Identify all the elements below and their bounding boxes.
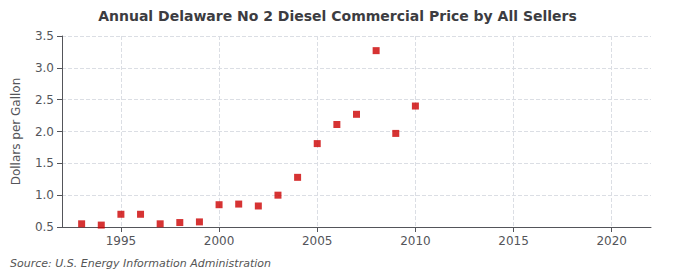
svg-text:3.5: 3.5 <box>35 29 54 43</box>
svg-text:0.5: 0.5 <box>35 220 54 234</box>
svg-text:1.0: 1.0 <box>35 188 54 202</box>
svg-text:3.0: 3.0 <box>35 61 54 75</box>
svg-text:1.5: 1.5 <box>35 156 54 170</box>
svg-text:2.5: 2.5 <box>35 93 54 107</box>
svg-text:2020: 2020 <box>596 234 627 248</box>
svg-text:Dollars per Gallon: Dollars per Gallon <box>9 78 23 186</box>
svg-text:Source: U.S. Energy Informatio: Source: U.S. Energy Information Administ… <box>10 257 271 270</box>
svg-text:2000: 2000 <box>204 234 235 248</box>
svg-text:Annual Delaware No 2 Diesel Co: Annual Delaware No 2 Diesel Commercial P… <box>98 8 577 24</box>
svg-text:1995: 1995 <box>106 234 137 248</box>
svg-text:2005: 2005 <box>302 234 333 248</box>
svg-text:2010: 2010 <box>400 234 431 248</box>
svg-text:2.0: 2.0 <box>35 125 54 139</box>
svg-text:2015: 2015 <box>498 234 529 248</box>
